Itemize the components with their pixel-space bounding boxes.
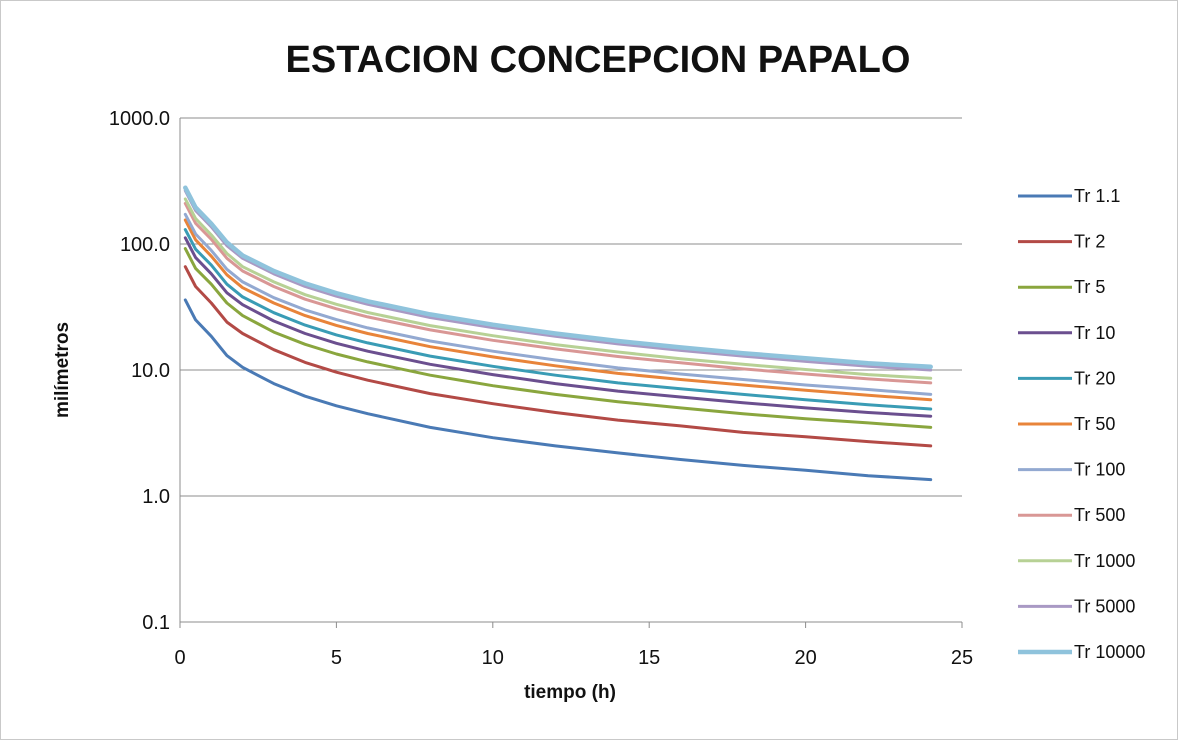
legend-label: Tr 50: [1074, 414, 1115, 434]
series-line-tr-20: [183, 228, 933, 411]
chart-title: ESTACION CONCEPCION PAPALO: [286, 39, 911, 81]
series-lines: [183, 185, 933, 482]
series-line-tr-2: [183, 265, 933, 448]
x-tick-label: 15: [638, 647, 660, 669]
legend-label: Tr 5: [1074, 277, 1105, 297]
y-tick-label: 1.0: [142, 486, 170, 508]
series-line-tr-50: [183, 218, 933, 402]
gridlines: [180, 117, 962, 623]
series-line-tr-100: [183, 212, 933, 396]
series-line-tr-1000: [183, 197, 933, 380]
series-line-tr-500: [183, 201, 933, 385]
y-tick-label: 1000.0: [109, 108, 170, 130]
legend-label: Tr 5000: [1074, 596, 1135, 616]
x-tick-label: 5: [331, 647, 342, 669]
y-tick-label: 10.0: [131, 360, 170, 382]
legend: Tr 1.1 Tr 2 Tr 5 Tr 10 Tr 20 Tr 50 Tr 100 Tr 50…: [1018, 186, 1145, 662]
y-tick-label: 100.0: [120, 234, 170, 256]
x-tick-label: 0: [174, 647, 185, 669]
x-tick-label: 20: [794, 647, 816, 669]
series-line-tr-10: [183, 236, 933, 418]
y-axis-title: milímetros: [52, 322, 73, 418]
legend-label: Tr 20: [1074, 368, 1115, 388]
series-line-tr-10000: [183, 185, 933, 370]
x-tick-label: 10: [482, 647, 504, 669]
legend-label: Tr 1000: [1074, 551, 1135, 571]
legend-label: Tr 100: [1074, 460, 1125, 480]
axes: 0.1 1.0 10.0 100.0 1000.0 0 5 10 15 20 25: [109, 108, 973, 669]
series-line-tr-5: [183, 247, 933, 429]
legend-label: Tr 10: [1074, 323, 1115, 343]
legend-label: Tr 10000: [1074, 642, 1145, 662]
x-axis-title: tiempo (h): [524, 682, 616, 703]
y-tick-label: 0.1: [142, 612, 170, 634]
series-line-tr-1-1: [183, 298, 933, 482]
legend-label: Tr 500: [1074, 505, 1125, 525]
legend-label: Tr 1.1: [1074, 186, 1120, 206]
legend-label: Tr 2: [1074, 232, 1105, 252]
x-tick-label: 25: [951, 647, 973, 669]
